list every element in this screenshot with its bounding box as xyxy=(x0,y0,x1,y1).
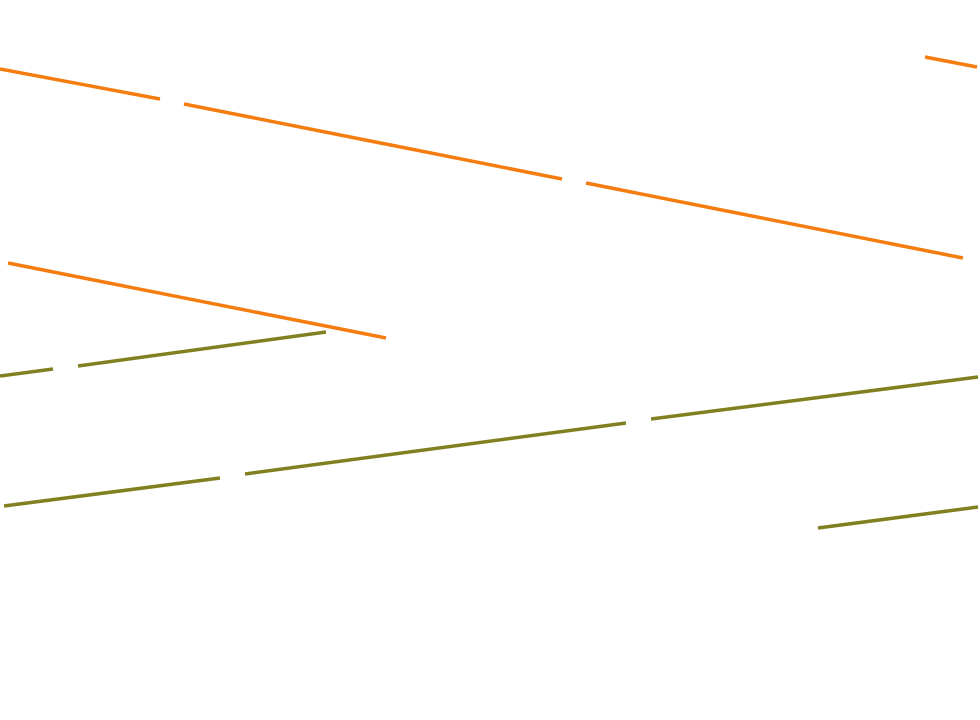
orange-segment xyxy=(924,55,978,69)
olive-segment xyxy=(817,505,979,530)
olive-segment xyxy=(0,367,54,378)
olive-segment xyxy=(650,375,979,421)
orange-segment xyxy=(7,261,387,340)
orange-segment xyxy=(183,102,563,181)
orange-segment xyxy=(0,67,161,101)
olive-segment xyxy=(244,421,627,476)
olive-segment xyxy=(3,476,221,508)
olive-segment xyxy=(77,330,327,368)
orange-segment xyxy=(585,181,964,260)
